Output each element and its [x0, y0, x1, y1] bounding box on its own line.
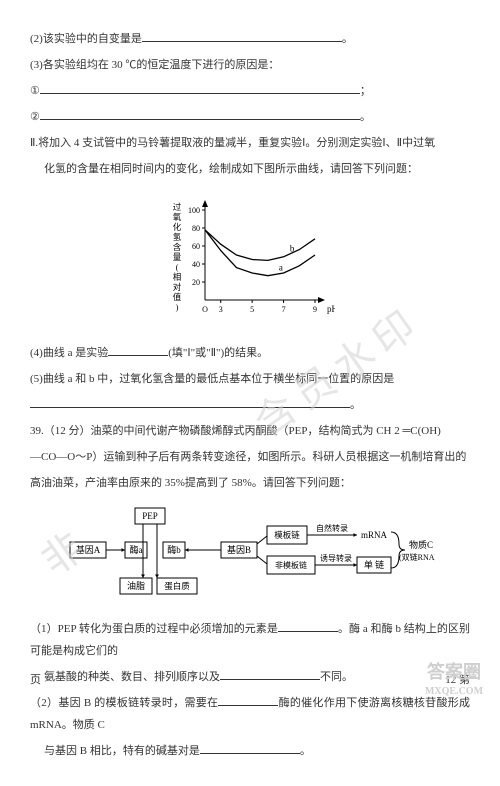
svg-text:a: a [279, 262, 283, 272]
svg-text:油脂: 油脂 [127, 580, 145, 591]
blank [218, 692, 278, 706]
svg-text:化: 化 [173, 222, 182, 232]
q39-b: —CO—O～P）运输到种子后有两条转变途径，如图所示。科研人员根据这一机制培育出… [30, 446, 470, 468]
chart-container: 20 40 60 80 100 O 3 5 7 9 pH 过氧化氢含量(相对值) ab [30, 192, 470, 330]
punct: ； [360, 85, 371, 97]
svg-text:100: 100 [188, 206, 200, 215]
svg-text:5: 5 [250, 305, 254, 314]
blank [30, 394, 350, 408]
svg-text:(: ( [176, 262, 179, 272]
blank [108, 342, 168, 356]
footer: 页 12 第 [30, 671, 470, 687]
svg-text:氧: 氧 [173, 212, 182, 222]
svg-text:诱导转录: 诱导转录 [320, 553, 352, 563]
part2-b: 化氢的含量在相同时间内的变化，绘制成如下图所示曲线，请回答下列问题： [30, 158, 470, 180]
svg-text:酶b: 酶b [167, 544, 181, 555]
chart: 20 40 60 80 100 O 3 5 7 9 pH 过氧化氢含量(相对值) ab [165, 192, 335, 322]
footer-left: 页 [30, 671, 41, 687]
q2-text: (2)该实验中的自变量是 [30, 33, 142, 45]
svg-text:MXQE.COM: MXQE.COM [425, 686, 484, 697]
svg-text:基因B: 基因B [227, 544, 251, 555]
svg-text:pH: pH [327, 304, 335, 314]
svg-text:9: 9 [313, 305, 317, 314]
svg-text:b: b [290, 243, 295, 253]
svg-text:20: 20 [192, 278, 200, 287]
q39-1: （1）PEP 转化为蛋白质的过程中必须增加的元素是。酶 a 和酶 b 结构上的区… [30, 618, 470, 662]
svg-text:单 链: 单 链 [364, 559, 384, 570]
svg-text:): ) [176, 302, 179, 312]
q3-sub1: ①； [30, 80, 470, 102]
svg-text:物质C: 物质C [409, 539, 433, 550]
blank [142, 28, 342, 42]
svg-text:80: 80 [192, 224, 200, 233]
svg-text:3: 3 [219, 305, 223, 314]
flowchart: PEP 基因A 酶a 酶b 基因B 油脂 蛋白质 模板链非模板链 自然转录诱导转录 mRNA 单 链… [65, 502, 435, 602]
q39-a: 39.（12 分）油菜的中间代谢产物磷酸烯醇式丙酮酸（PEP，结构简式为 CH … [30, 420, 470, 442]
question-2: (2)该实验中的自变量是 。 [30, 28, 470, 50]
svg-text:模板链: 模板链 [274, 530, 300, 540]
part2-a: Ⅱ.将加入 4 支试管中的马铃薯提取液的量减半，重复实验Ⅰ。分别测定实验Ⅰ、Ⅱ中… [30, 132, 470, 154]
svg-text:O: O [202, 305, 208, 314]
svg-text:7: 7 [282, 305, 286, 314]
circ2: ② [30, 111, 40, 123]
svg-text:过: 过 [173, 202, 182, 212]
q4a: (4)曲线 a 是实验 [30, 347, 108, 359]
svg-text:含: 含 [173, 242, 182, 252]
svg-text:酶a: 酶a [130, 544, 143, 555]
svg-text:蛋白质: 蛋白质 [164, 581, 190, 591]
svg-text:40: 40 [192, 260, 200, 269]
blank [40, 80, 360, 94]
svg-text:对: 对 [173, 282, 182, 292]
q4b: (填"Ⅰ"或"Ⅱ")的结果。 [168, 347, 268, 359]
svg-text:相: 相 [173, 272, 182, 282]
q39-1a: （1）PEP 转化为蛋白质的过程中必须增加的元素是 [30, 623, 278, 635]
svg-text:mRNA: mRNA [361, 530, 388, 540]
question-4: (4)曲线 a 是实验 (填"Ⅰ"或"Ⅱ")的结果。 [30, 342, 470, 364]
blank [278, 618, 338, 632]
q3-sub2: ②。 [30, 106, 470, 128]
q5-blank: 。 [30, 394, 470, 416]
q39-2a: （2）基因 B 的模板链转录时，需要在 [30, 697, 218, 709]
svg-text:自然转录: 自然转录 [316, 523, 348, 533]
punct: 。 [360, 111, 371, 123]
q39-c: 高油油菜，产油率由原来的 35%提高到了 58%。请回答下列问题： [30, 472, 470, 494]
circ1: ① [30, 85, 40, 97]
svg-text:基因A: 基因A [76, 544, 101, 555]
svg-text:60: 60 [192, 242, 200, 251]
q39-2c-text: 与基因 B 相比，特有的碱基对是 [44, 745, 200, 757]
svg-text:(双链RNA): (双链RNA) [399, 552, 435, 562]
punct: 。 [350, 399, 361, 411]
svg-text:量: 量 [173, 252, 182, 262]
svg-text:PEP: PEP [142, 511, 158, 521]
punct: 。 [300, 745, 311, 757]
punct: 。 [342, 33, 353, 45]
blank [40, 106, 360, 120]
question-5: (5)曲线 a 和 b 中，过氧化氢含量的最低点基本位于横坐标同一位置的原因是 [30, 368, 470, 390]
svg-text:值: 值 [173, 292, 182, 302]
q39-2c: 与基因 B 相比，特有的碱基对是 。 [30, 740, 470, 762]
corner-logo: 答案圈 MXQE.COM [414, 660, 494, 703]
blank [200, 740, 300, 754]
svg-text:答案圈: 答案圈 [427, 661, 481, 682]
flowchart-container: PEP 基因A 酶a 酶b 基因B 油脂 蛋白质 模板链非模板链 自然转录诱导转录 mRNA 单 链… [30, 502, 470, 610]
svg-text:非模板链: 非模板链 [275, 560, 307, 570]
svg-text:氢: 氢 [173, 232, 182, 242]
q39-2: （2）基因 B 的模板链转录时，需要在酶的催化作用下使游离核糖核苷酸形成 mRN… [30, 692, 470, 736]
question-3: (3)各实验组均在 30 ℃的恒定温度下进行的原因是： [30, 54, 470, 76]
